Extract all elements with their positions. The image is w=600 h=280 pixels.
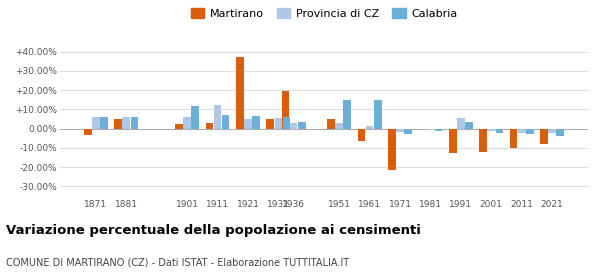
Bar xyxy=(100,117,108,129)
Bar xyxy=(131,117,138,129)
Bar xyxy=(526,129,533,134)
Bar xyxy=(84,129,92,135)
Bar xyxy=(449,129,457,153)
Bar xyxy=(540,129,548,144)
Bar xyxy=(175,124,183,129)
Bar xyxy=(244,119,252,129)
Text: Variazione percentuale della popolazione ai censimenti: Variazione percentuale della popolazione… xyxy=(6,224,421,237)
Bar xyxy=(510,129,517,148)
Bar xyxy=(374,100,382,129)
Bar xyxy=(404,129,412,134)
Bar xyxy=(298,122,305,129)
Bar xyxy=(487,129,495,130)
Bar xyxy=(496,129,503,134)
Bar xyxy=(252,116,260,129)
Bar xyxy=(335,123,343,129)
Legend: Martirano, Provincia di CZ, Calabria: Martirano, Provincia di CZ, Calabria xyxy=(187,4,461,22)
Bar xyxy=(283,117,290,129)
Bar xyxy=(556,129,564,136)
Bar xyxy=(366,126,373,129)
Bar xyxy=(358,129,365,141)
Bar xyxy=(184,117,191,129)
Bar xyxy=(434,129,442,130)
Bar xyxy=(191,106,199,129)
Bar xyxy=(266,119,274,129)
Bar xyxy=(115,119,122,129)
Bar xyxy=(236,57,244,129)
Bar xyxy=(122,117,130,129)
Bar xyxy=(222,115,229,129)
Bar xyxy=(206,123,214,129)
Bar xyxy=(343,100,351,129)
Bar xyxy=(457,118,464,129)
Bar xyxy=(214,104,221,129)
Bar xyxy=(396,129,404,132)
Bar xyxy=(281,91,289,129)
Bar xyxy=(275,118,282,129)
Bar xyxy=(290,123,298,129)
Bar xyxy=(92,117,100,129)
Bar xyxy=(327,119,335,129)
Bar xyxy=(548,129,556,134)
Bar xyxy=(427,129,434,130)
Text: COMUNE DI MARTIRANO (CZ) - Dati ISTAT - Elaborazione TUTTITALIA.IT: COMUNE DI MARTIRANO (CZ) - Dati ISTAT - … xyxy=(6,258,349,268)
Bar xyxy=(388,129,396,170)
Bar xyxy=(465,122,473,129)
Bar xyxy=(479,129,487,152)
Bar xyxy=(518,129,526,134)
